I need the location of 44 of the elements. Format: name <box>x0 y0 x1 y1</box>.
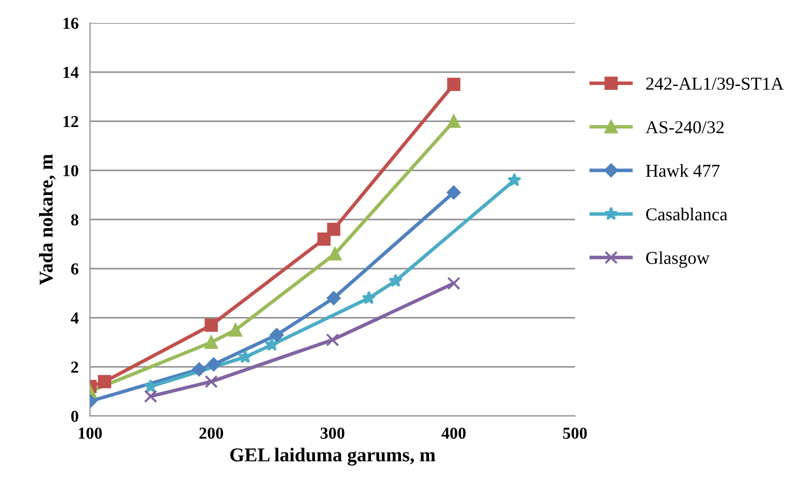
point <box>204 336 218 349</box>
y-tick-label: 10 <box>64 165 78 176</box>
point <box>264 337 279 351</box>
point <box>204 318 218 332</box>
y-tick-label: 8 <box>71 214 78 226</box>
y-axis-title: Vada nokare, m <box>39 154 56 285</box>
point <box>328 247 342 260</box>
point <box>388 274 403 288</box>
point <box>327 222 340 236</box>
x-axis-title: GEL laiduma garums, m <box>230 448 436 466</box>
y-tick-label: 14 <box>64 66 79 78</box>
x-tick-label: 200 <box>199 428 224 439</box>
legend-label: Hawk 477 <box>646 164 720 177</box>
x-tick-label: 100 <box>78 428 102 439</box>
point <box>270 328 284 342</box>
x-tick-label: 300 <box>320 428 344 439</box>
y-tick-label: 12 <box>64 116 78 128</box>
point <box>446 186 461 200</box>
point <box>144 390 158 403</box>
x-tick-label: 400 <box>441 428 466 439</box>
point <box>447 114 460 128</box>
legend-label: Glasgow <box>646 251 710 268</box>
point <box>206 357 221 372</box>
point <box>447 276 460 290</box>
y-tick-label: 6 <box>71 263 78 275</box>
point <box>447 78 460 92</box>
y-tick-label: 0 <box>71 410 78 422</box>
point <box>238 350 252 364</box>
point <box>192 362 206 376</box>
legend-label: AS-240/32 <box>646 121 724 134</box>
point <box>507 172 522 186</box>
legend-label: Casablanca <box>646 208 728 220</box>
point <box>98 375 112 388</box>
point <box>326 291 341 306</box>
point <box>362 290 376 304</box>
legend-label: 242-AL1/39-ST1A <box>646 78 784 90</box>
y-tick-label: 2 <box>71 362 78 373</box>
y-tick-label: 4 <box>70 312 79 324</box>
point <box>228 323 242 337</box>
point <box>326 333 340 346</box>
y-tick-label: 16 <box>64 18 78 29</box>
point <box>317 232 331 246</box>
point <box>204 375 218 388</box>
x-tick-label: 500 <box>563 428 587 439</box>
